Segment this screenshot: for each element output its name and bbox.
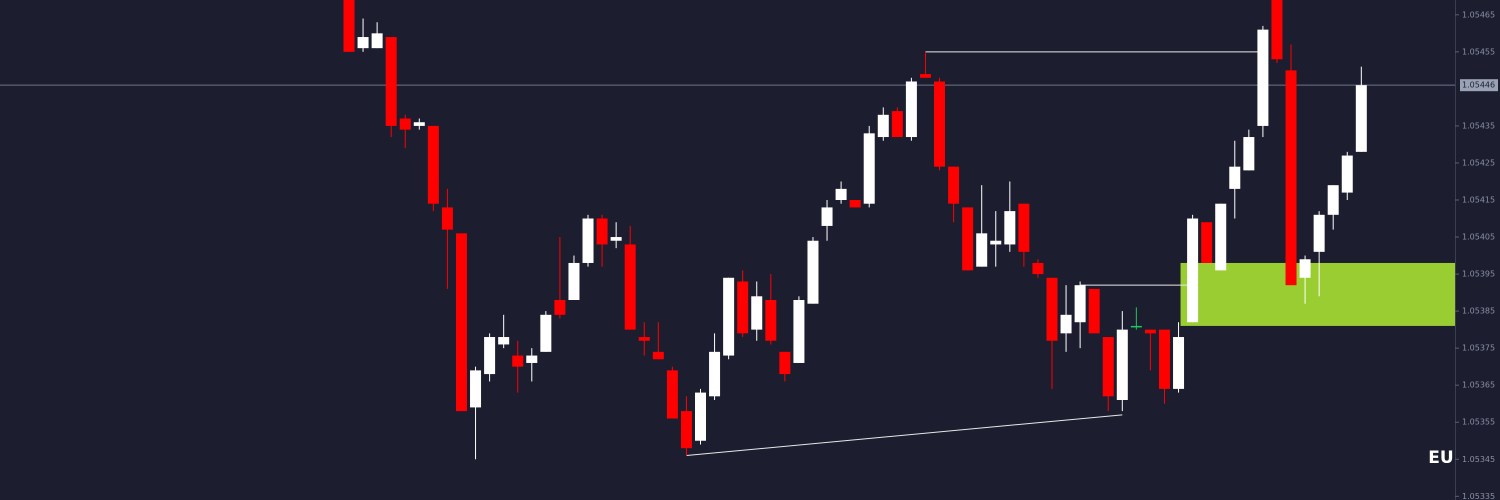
candle-body — [399, 118, 411, 130]
y-tick-label: 1.05395 — [1462, 270, 1495, 279]
candle-body — [680, 411, 692, 449]
candle-body — [976, 233, 988, 267]
candle-body — [1201, 222, 1213, 263]
candle-body — [779, 351, 791, 375]
symbol-label: EU — [1428, 448, 1453, 468]
candle-body — [1144, 329, 1156, 334]
candle-body — [554, 300, 566, 315]
y-tick-label: 1.05405 — [1462, 233, 1495, 242]
candle-body — [1271, 0, 1283, 60]
candle-body — [610, 237, 622, 241]
candle-body — [1032, 262, 1044, 275]
candle-body — [568, 262, 580, 300]
candle-body — [1046, 277, 1058, 341]
candle-body — [990, 240, 1002, 245]
y-tick-label: 1.05355 — [1462, 418, 1495, 427]
candle-body — [624, 244, 636, 330]
candle-body — [891, 111, 903, 138]
candle-body — [638, 337, 650, 341]
candle-body — [1018, 203, 1030, 252]
candle-body — [1130, 325, 1142, 328]
candle-body — [1313, 214, 1325, 252]
candle-body — [1229, 166, 1241, 189]
candle-body — [357, 37, 369, 49]
candle-body — [470, 370, 482, 408]
candle-body — [1158, 329, 1170, 389]
candle-body — [1243, 137, 1255, 171]
y-tick-label: 1.05385 — [1462, 307, 1495, 316]
candle-body — [526, 355, 538, 363]
y-tick-label: 1.05335 — [1462, 492, 1495, 500]
last-price-label: 1.05446 — [1462, 81, 1495, 90]
candle-body — [666, 370, 678, 419]
candle-body — [652, 351, 664, 360]
candle-body — [695, 392, 706, 441]
candle-body — [1088, 288, 1100, 334]
candle-body — [849, 200, 861, 208]
candle-body — [948, 166, 960, 204]
candle-body — [540, 314, 552, 352]
candle-body — [582, 218, 594, 263]
candle-body — [1299, 259, 1311, 278]
y-tick-label: 1.05435 — [1462, 121, 1495, 130]
candle-body — [413, 122, 425, 126]
candle-body — [1285, 70, 1297, 286]
candle-body — [821, 207, 833, 226]
candle-body — [1116, 329, 1128, 400]
candle-body — [427, 125, 439, 204]
candle-body — [441, 207, 453, 230]
candle-body — [1341, 155, 1353, 193]
candle-body — [962, 207, 974, 271]
candle-body — [1173, 337, 1185, 389]
candle-body — [835, 188, 847, 200]
drawn-line — [686, 414, 1123, 457]
candle-body — [877, 114, 889, 138]
y-tick-label: 1.05425 — [1462, 158, 1495, 167]
y-tick-label: 1.05465 — [1462, 10, 1495, 19]
y-tick-label: 1.05375 — [1462, 344, 1495, 353]
demand-zone — [1180, 262, 1455, 326]
candle-body — [737, 281, 749, 334]
candle-body — [484, 337, 496, 375]
candle-body — [498, 337, 510, 345]
candle-body — [1355, 85, 1367, 152]
candle-body — [793, 300, 805, 363]
candle-body — [919, 74, 931, 78]
y-tick-label: 1.05455 — [1462, 47, 1495, 56]
candle-body — [1257, 29, 1269, 126]
candle-body — [905, 81, 917, 138]
candle-body — [596, 218, 608, 245]
candle-body — [512, 355, 524, 367]
candle-body — [765, 300, 777, 341]
y-tick-label: 1.05365 — [1462, 381, 1495, 390]
candle-body — [1327, 185, 1339, 215]
candle-body — [1102, 337, 1114, 397]
last-price-badge — [1460, 79, 1498, 92]
candle-body — [934, 81, 946, 167]
candle-body — [863, 133, 875, 204]
candle-body — [1004, 211, 1016, 245]
candle-body — [723, 277, 735, 356]
candle-body — [1215, 203, 1227, 271]
candle-body — [1074, 285, 1086, 323]
candle-body — [385, 37, 397, 126]
candle-body — [709, 351, 721, 397]
candle-body — [807, 240, 819, 304]
y-tick-label: 1.05345 — [1462, 455, 1495, 464]
candle-body — [371, 33, 383, 49]
candle-body — [1060, 314, 1072, 334]
candle-body — [343, 0, 355, 52]
candle-body — [1187, 218, 1199, 323]
candle-body — [455, 233, 467, 412]
y-tick-label: 1.05415 — [1462, 196, 1495, 205]
candle-body — [751, 296, 763, 330]
